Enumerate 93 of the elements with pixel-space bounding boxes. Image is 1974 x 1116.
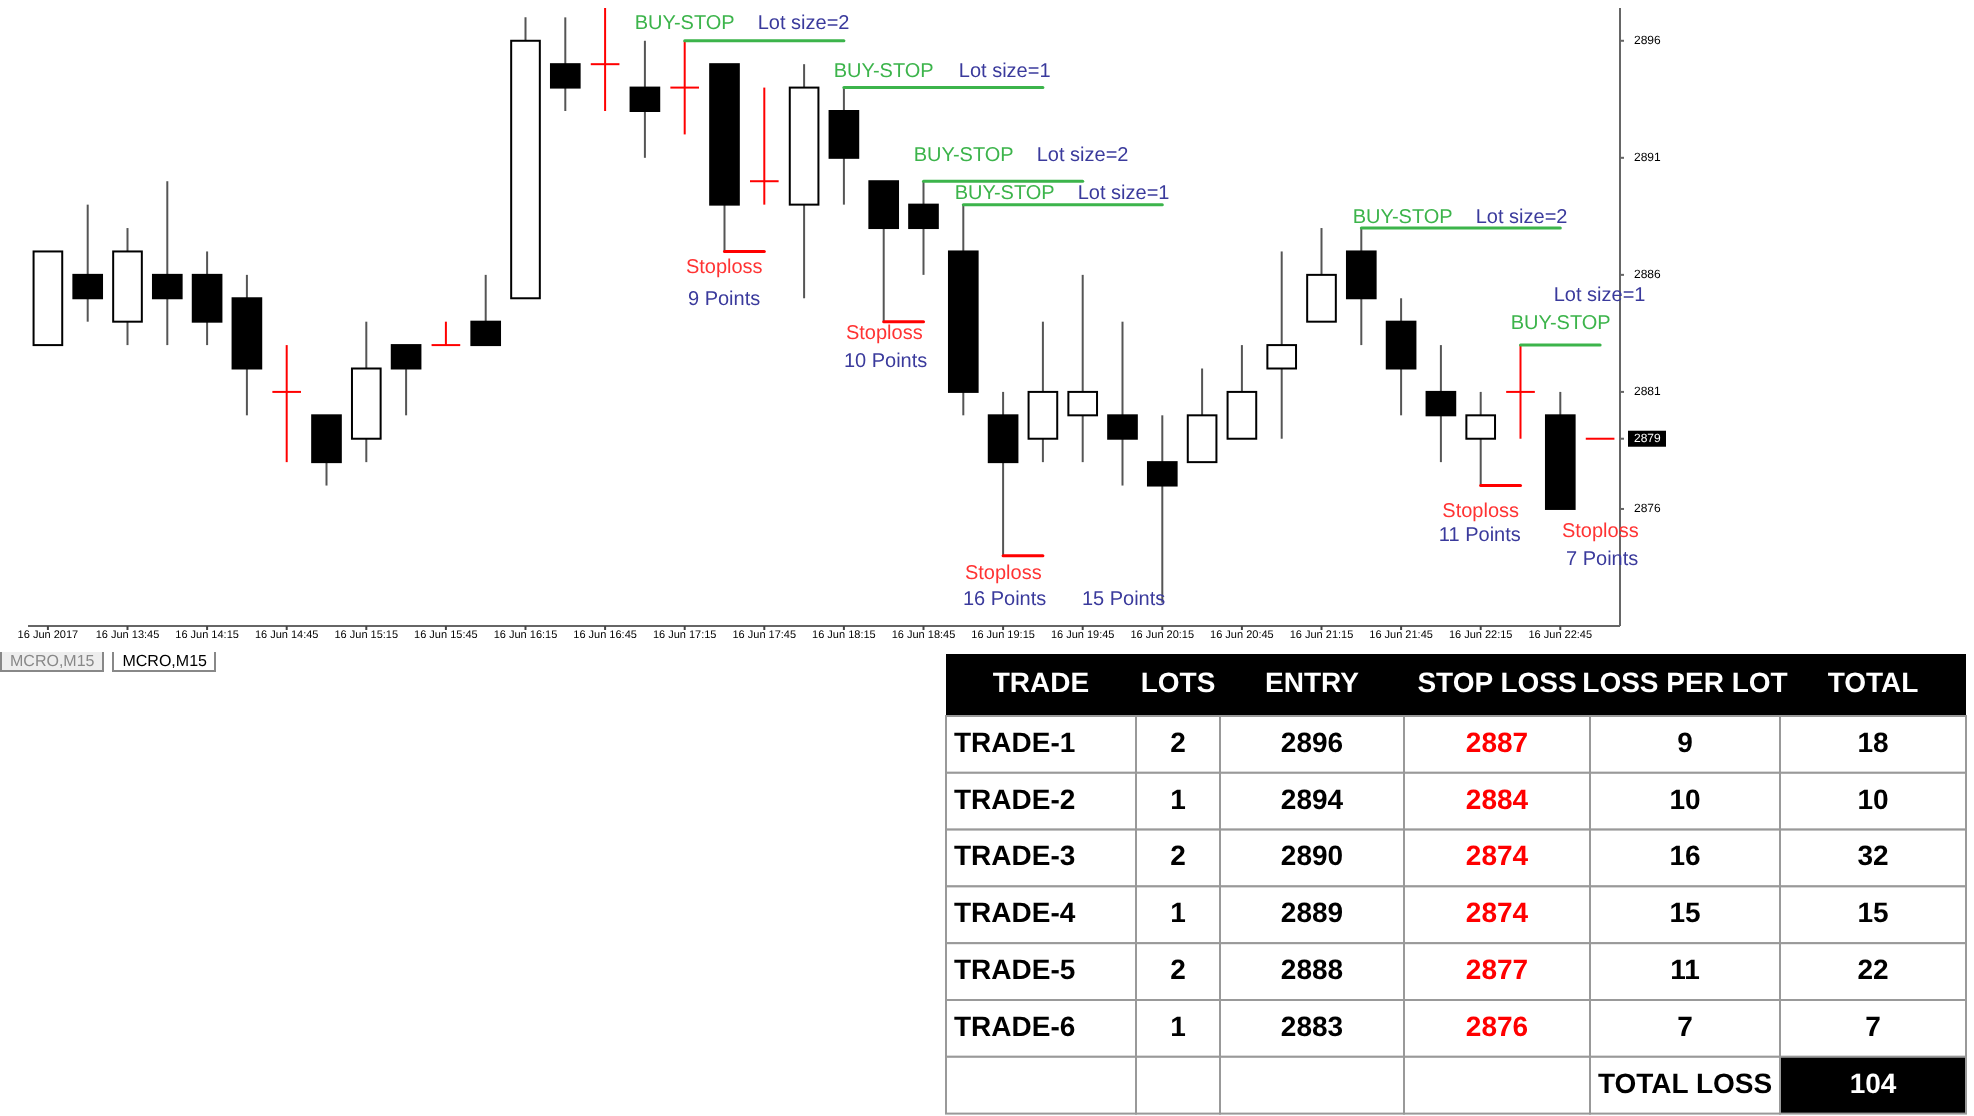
y-tick-label: TRADE-4 xyxy=(954,896,1076,929)
annotation: BUY-STOP xyxy=(833,61,935,84)
annotation: BUY-STOP xyxy=(1352,207,1454,230)
annotation: 15 Points xyxy=(1081,589,1166,612)
annotation: 11 Points xyxy=(1438,525,1521,548)
y-tick-label: TRADE-6 xyxy=(954,1009,1076,1042)
candlestick xyxy=(748,86,780,206)
y-tick-label: TRADE-5 xyxy=(954,953,1076,986)
data-label: 11 xyxy=(1670,953,1701,986)
data-label: 2884 xyxy=(1465,782,1529,815)
data-label: 1 xyxy=(1170,782,1187,815)
annotation: Lot size=2 xyxy=(1036,145,1130,168)
candlestick xyxy=(191,250,223,347)
text: MCRO,M15 xyxy=(112,652,217,672)
data-label: 2889 xyxy=(1280,896,1344,929)
annotation: BUY-STOP xyxy=(954,183,1056,206)
candlestick xyxy=(1186,367,1218,464)
annotation: Lot size=2 xyxy=(757,13,851,36)
candlestick xyxy=(1067,273,1099,464)
data-label: 2876 xyxy=(1465,1009,1529,1042)
candlestick xyxy=(1385,297,1417,417)
candlestick xyxy=(1345,227,1377,347)
candlestick xyxy=(1505,344,1536,440)
data-label: 2894 xyxy=(1280,782,1344,815)
text: 104 xyxy=(1849,1066,1897,1099)
x-tick-label: ENTRY xyxy=(1265,666,1361,699)
data-label: 2 xyxy=(1170,839,1187,872)
candlestick xyxy=(1107,320,1138,487)
x-tick-label: LOTS xyxy=(1140,666,1216,699)
annotation: BUY-STOP xyxy=(634,13,736,36)
annotation: Stoploss xyxy=(964,563,1042,586)
data-label: 10 xyxy=(1669,782,1701,815)
annotation: BUY-STOP xyxy=(913,145,1015,168)
data-label: 7 xyxy=(1865,1009,1882,1042)
data-label: 7 xyxy=(1677,1009,1694,1042)
candlestick xyxy=(987,390,1019,557)
text: TOTAL LOSS xyxy=(1597,1066,1773,1099)
candlestick xyxy=(908,180,939,276)
annotation: Lot size=1 xyxy=(1077,183,1171,206)
annotation: Lot size=2 xyxy=(1475,207,1569,230)
candlestick xyxy=(629,39,661,159)
data-label: 2896 xyxy=(1280,725,1344,758)
candlestick xyxy=(1226,344,1258,440)
candlestick xyxy=(1425,344,1457,464)
candlestick xyxy=(151,180,183,347)
data-label: 18 xyxy=(1857,725,1889,758)
x-tick-label: TOTAL xyxy=(1827,666,1920,699)
candlestick xyxy=(828,86,860,206)
data-label: 2890 xyxy=(1280,839,1344,872)
data-label: 2 xyxy=(1170,725,1187,758)
y-tick-label: TRADE-1 xyxy=(954,725,1076,758)
candlestick xyxy=(669,39,701,136)
data-label: 9 xyxy=(1677,725,1694,758)
x-tick-label: STOP LOSS xyxy=(1417,666,1577,699)
data-label: 2874 xyxy=(1465,896,1529,929)
y-tick-label: TRADE-3 xyxy=(954,839,1076,872)
y-axis-title: TRADE xyxy=(992,666,1090,699)
data-label: 2883 xyxy=(1280,1009,1344,1042)
candlestick xyxy=(1306,227,1337,323)
data-label: 2888 xyxy=(1280,953,1344,986)
data-label: 16 xyxy=(1669,839,1701,872)
annotation: 10 Points xyxy=(843,351,928,374)
data-label: 32 xyxy=(1857,839,1889,872)
candlestick xyxy=(868,180,900,323)
candlestick xyxy=(390,344,422,417)
data-label: 22 xyxy=(1857,953,1889,986)
data-label: 2887 xyxy=(1465,725,1529,758)
data-label: 15 xyxy=(1669,896,1701,929)
candlestick xyxy=(311,414,342,487)
annotation: BUY-STOP xyxy=(1510,313,1612,336)
candlestick xyxy=(549,16,581,112)
annotation: 16 Points xyxy=(962,589,1047,612)
candlestick xyxy=(271,344,303,464)
candlestick xyxy=(470,273,502,347)
candlestick xyxy=(72,203,104,323)
annotation: Lot size=1 xyxy=(958,61,1052,84)
annotation: Stoploss xyxy=(685,257,763,280)
data-label: 2877 xyxy=(1465,953,1529,986)
data-label: 1 xyxy=(1170,1009,1187,1042)
candlestick xyxy=(430,320,462,347)
data-label: 10 xyxy=(1857,782,1889,815)
data-label: 1 xyxy=(1170,896,1187,929)
annotation: Stoploss xyxy=(845,323,923,346)
candlestick xyxy=(1027,320,1059,464)
y-tick-label: TRADE-2 xyxy=(954,782,1076,815)
data-label: 2 xyxy=(1170,953,1187,986)
candlestick xyxy=(1266,250,1298,440)
annotation: Stoploss xyxy=(1442,500,1520,523)
candlestick xyxy=(1465,390,1497,487)
annotation: 9 Points xyxy=(687,289,761,312)
x-tick-label: LOSS PER LOT xyxy=(1582,666,1789,699)
data-label: 15 xyxy=(1857,896,1889,929)
data-label: 2874 xyxy=(1465,839,1529,872)
